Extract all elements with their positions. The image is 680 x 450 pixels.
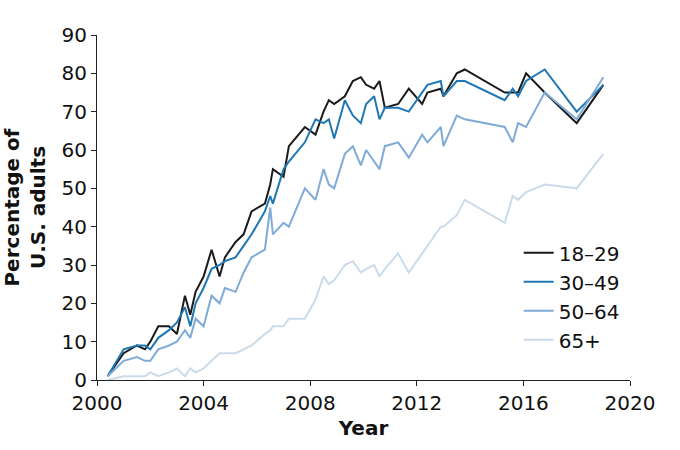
svg-text:10: 10 [62,330,87,354]
svg-text:65+: 65+ [559,329,601,353]
svg-text:80: 80 [62,61,87,85]
svg-text:2012: 2012 [391,391,442,415]
svg-text:50: 50 [62,176,87,200]
svg-text:70: 70 [62,100,87,124]
svg-text:Year: Year [338,416,389,440]
svg-text:18–29: 18–29 [559,242,620,266]
svg-text:50–64: 50–64 [559,300,620,324]
svg-text:40: 40 [62,215,87,239]
svg-text:20: 20 [62,291,87,315]
svg-text:90: 90 [62,23,87,47]
svg-text:0: 0 [74,368,87,392]
svg-text:30–49: 30–49 [559,271,620,295]
svg-text:60: 60 [62,138,87,162]
svg-text:Percentage ofU.S. adults: Percentage ofU.S. adults [0,128,50,286]
svg-text:30: 30 [62,253,87,277]
svg-text:2016: 2016 [498,391,549,415]
svg-text:2004: 2004 [178,391,229,415]
svg-text:2020: 2020 [605,391,656,415]
svg-text:2008: 2008 [285,391,336,415]
svg-text:2000: 2000 [72,391,123,415]
